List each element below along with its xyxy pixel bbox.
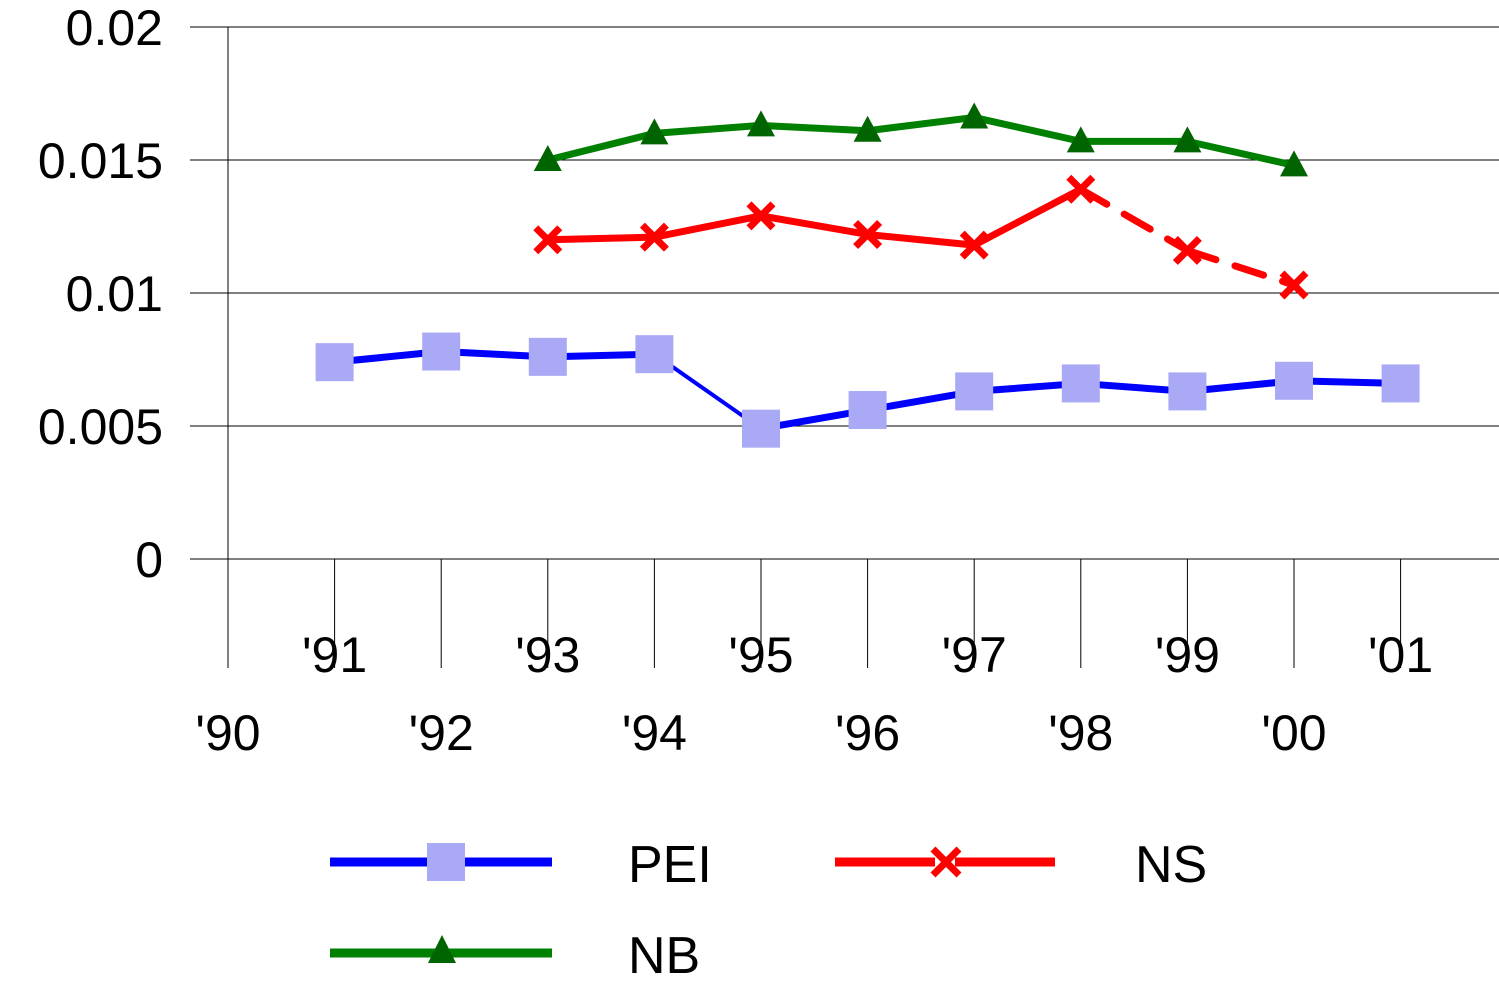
marker-pei-00: [1275, 361, 1313, 400]
series-ns-segment: [650, 212, 765, 241]
marker-nb-00: [1280, 150, 1308, 177]
marker-pei-01: [1381, 364, 1420, 403]
marker-nb-94: [640, 118, 669, 145]
marker-ns-00: [1279, 270, 1309, 300]
series-nb-segment: [757, 121, 872, 135]
marker-pei-96: [848, 391, 887, 430]
y-tick-label-3: 0.015: [38, 133, 163, 189]
marker-nb-95: [747, 110, 775, 137]
series-nb-segment: [970, 113, 1085, 145]
legend: PEI NS NB: [330, 836, 1207, 981]
marker-pei-97: [955, 372, 994, 411]
marker-ns-98: [1066, 174, 1096, 204]
marker-nb-98: [1066, 126, 1095, 153]
legend-marker-ns: [930, 846, 962, 878]
legend-label-pei: PEI: [628, 836, 712, 894]
series-layer: [315, 102, 1420, 448]
marker-pei-99: [1168, 372, 1207, 411]
series-nb-segment: [864, 113, 978, 135]
x-tick-label-5: '95: [728, 627, 793, 683]
series-ns-segment: [1183, 246, 1298, 289]
x-tick-label-10: '00: [1261, 705, 1326, 761]
marker-ns-96: [853, 220, 883, 249]
series-nb-segment: [650, 121, 765, 137]
y-axis-ticks: 0 0.005 0.01 0.015 0.02: [38, 0, 163, 588]
series-ns-segment: [970, 185, 1085, 249]
series-pei: [315, 332, 1420, 448]
legend-item-pei[interactable]: PEI: [330, 836, 712, 894]
marker-nb-97: [960, 102, 989, 129]
marker-nb-96: [853, 115, 882, 142]
x-tick-label-0: '90: [195, 705, 260, 761]
x-tick-label-6: '96: [835, 705, 900, 761]
marker-nb-99: [1173, 126, 1202, 153]
x-tick-label-1: '91: [302, 627, 367, 683]
marker-nb-93: [533, 145, 562, 171]
series-nb: [533, 102, 1308, 177]
legend-marker-pei: [427, 843, 465, 881]
x-tick-label-11: '01: [1368, 627, 1433, 683]
series-ns-segment: [1077, 185, 1191, 254]
y-tick-label-0: 0: [135, 532, 163, 588]
series-nb-segment: [544, 129, 658, 164]
series-ns-segment: [757, 212, 872, 238]
legend-item-nb[interactable]: NB: [330, 927, 700, 981]
series-ns: [533, 174, 1309, 300]
marker-pei-95: [742, 409, 780, 448]
marker-ns-95: [746, 201, 776, 231]
marker-pei-91: [315, 343, 354, 382]
x-tick-label-3: '93: [515, 627, 580, 683]
y-tick-label-4: 0.02: [66, 0, 163, 56]
marker-pei-92: [422, 332, 461, 371]
marker-ns-93: [533, 225, 563, 255]
x-tick-label-4: '94: [622, 705, 687, 761]
x-tick-label-7: '97: [942, 627, 1007, 683]
marker-ns-94: [639, 222, 669, 252]
y-tick-label-2: 0.01: [66, 266, 163, 322]
marker-ns-99: [1172, 235, 1202, 265]
marker-pei-98: [1061, 364, 1100, 403]
x-tick-label-2: '92: [409, 705, 474, 761]
legend-item-ns[interactable]: NS: [835, 836, 1207, 894]
series-ns-segment: [544, 233, 658, 244]
series-ns-segment: [864, 230, 978, 249]
marker-ns-97: [959, 230, 989, 260]
axes: [227, 27, 1402, 668]
legend-marker-nb: [428, 935, 456, 963]
marker-pei-94: [635, 335, 674, 374]
x-axis-ticks: '90 '91 '92 '93 '94 '95 '96 '97 '98 '99 '00 '01: [195, 627, 1433, 761]
x-tick-label-8: '98: [1048, 705, 1113, 761]
legend-label-ns: NS: [1135, 836, 1207, 894]
x-tick-label-9: '99: [1155, 627, 1220, 683]
marker-pei-93: [528, 337, 567, 376]
legend-label-nb: NB: [628, 927, 700, 981]
series-nb-segment: [1183, 137, 1298, 169]
y-tick-label-1: 0.005: [38, 399, 163, 455]
